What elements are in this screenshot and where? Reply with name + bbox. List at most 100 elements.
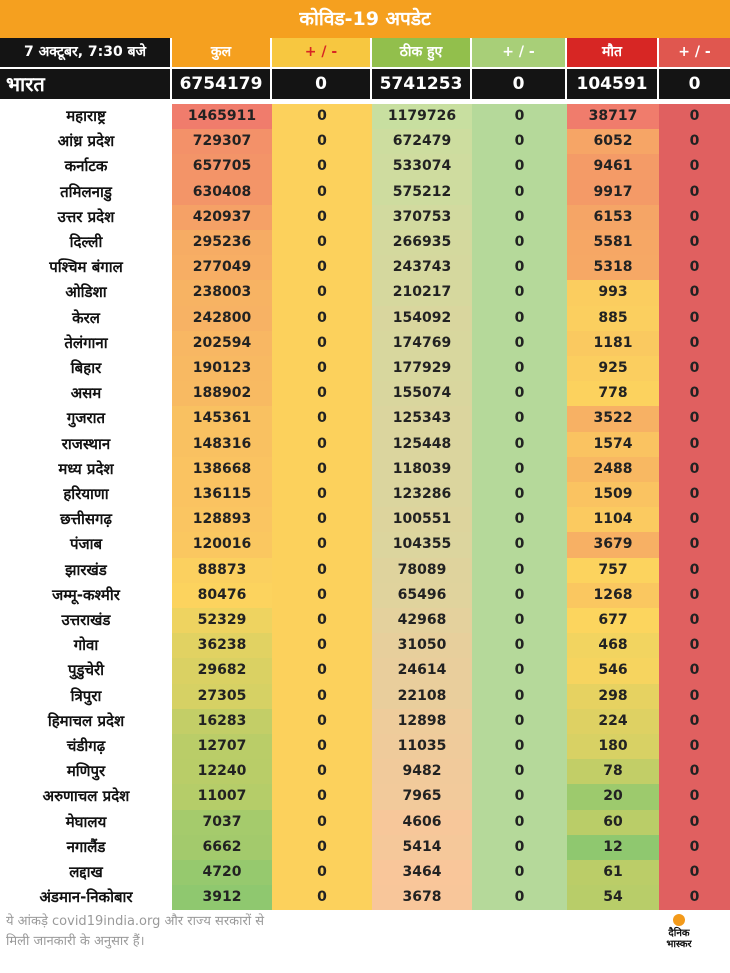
state-total: 29682 <box>172 658 272 684</box>
header-total: कुल <box>172 38 272 67</box>
state-change-total: 0 <box>272 557 372 583</box>
state-change-recovered: 0 <box>472 431 567 457</box>
header-recovered: ठीक हुए <box>372 38 472 67</box>
table-row: महाराष्ट्र 1465911 0 1179726 0 38717 0 <box>0 104 730 130</box>
state-name: लद्दाख <box>0 860 172 886</box>
state-total: 120016 <box>172 532 272 558</box>
state-deaths: 1268 <box>567 582 659 608</box>
state-recovered: 243743 <box>372 255 472 281</box>
state-change-deaths: 0 <box>659 708 730 734</box>
state-name: पंजाब <box>0 532 172 558</box>
table-row: पुडुचेरी 29682 0 24614 0 546 0 <box>0 658 730 684</box>
table-row: ओडिशा 238003 0 210217 0 993 0 <box>0 280 730 306</box>
state-name: मध्य प्रदेश <box>0 456 172 482</box>
state-deaths: 61 <box>567 860 659 886</box>
state-change-total: 0 <box>272 154 372 180</box>
state-name: छत्तीसगढ़ <box>0 507 172 533</box>
state-recovered: 12898 <box>372 708 472 734</box>
state-deaths: 757 <box>567 557 659 583</box>
state-change-recovered: 0 <box>472 356 567 382</box>
state-deaths: 5318 <box>567 255 659 281</box>
header-date: 7 अक्टूबर, 7:30 बजे <box>0 38 172 67</box>
state-deaths: 925 <box>567 356 659 382</box>
state-recovered: 31050 <box>372 633 472 659</box>
logo-line1: दैनिक <box>668 928 690 939</box>
state-name: अंडमान-निकोबार <box>0 885 172 911</box>
state-change-deaths: 0 <box>659 557 730 583</box>
state-change-deaths: 0 <box>659 204 730 230</box>
state-change-total: 0 <box>272 658 372 684</box>
state-recovered: 155074 <box>372 381 472 407</box>
state-change-recovered: 0 <box>472 129 567 155</box>
state-change-deaths: 0 <box>659 406 730 432</box>
state-recovered: 5414 <box>372 834 472 860</box>
header-change-total: + / - <box>272 38 372 67</box>
state-recovered: 3678 <box>372 885 472 911</box>
state-change-recovered: 0 <box>472 280 567 306</box>
state-change-total: 0 <box>272 784 372 810</box>
state-change-recovered: 0 <box>472 255 567 281</box>
state-recovered: 123286 <box>372 482 472 508</box>
state-total: 6662 <box>172 834 272 860</box>
state-recovered: 210217 <box>372 280 472 306</box>
state-name: मणिपुर <box>0 759 172 785</box>
state-deaths: 677 <box>567 608 659 634</box>
state-change-deaths: 0 <box>659 280 730 306</box>
state-recovered: 104355 <box>372 532 472 558</box>
state-total: 295236 <box>172 230 272 256</box>
state-change-total: 0 <box>272 507 372 533</box>
table-row: झारखंड 88873 0 78089 0 757 0 <box>0 557 730 583</box>
state-change-deaths: 0 <box>659 104 730 130</box>
state-deaths: 993 <box>567 280 659 306</box>
india-deaths: 104591 <box>567 69 659 99</box>
state-change-deaths: 0 <box>659 532 730 558</box>
table-row: हिमाचल प्रदेश 16283 0 12898 0 224 0 <box>0 708 730 734</box>
state-change-recovered: 0 <box>472 608 567 634</box>
india-total: 6754179 <box>172 69 272 99</box>
state-change-deaths: 0 <box>659 482 730 508</box>
state-deaths: 546 <box>567 658 659 684</box>
state-change-recovered: 0 <box>472 784 567 810</box>
state-deaths: 12 <box>567 834 659 860</box>
state-deaths: 54 <box>567 885 659 911</box>
state-name: त्रिपुरा <box>0 683 172 709</box>
state-recovered: 1179726 <box>372 104 472 130</box>
state-recovered: 9482 <box>372 759 472 785</box>
state-recovered: 4606 <box>372 809 472 835</box>
state-total: 12707 <box>172 734 272 760</box>
table-row: अंडमान-निकोबार 3912 0 3678 0 54 0 <box>0 885 730 911</box>
state-change-deaths: 0 <box>659 683 730 709</box>
state-change-total: 0 <box>272 406 372 432</box>
state-change-recovered: 0 <box>472 154 567 180</box>
table-row: मेघालय 7037 0 4606 0 60 0 <box>0 809 730 835</box>
state-change-recovered: 0 <box>472 406 567 432</box>
table-row: मणिपुर 12240 0 9482 0 78 0 <box>0 759 730 785</box>
state-change-total: 0 <box>272 834 372 860</box>
sun-icon <box>673 914 685 926</box>
state-recovered: 370753 <box>372 204 472 230</box>
state-name: तेलंगाना <box>0 330 172 356</box>
table-row: उत्तराखंड 52329 0 42968 0 677 0 <box>0 608 730 634</box>
header-deaths: मौत <box>567 38 659 67</box>
state-change-deaths: 0 <box>659 456 730 482</box>
india-recovered: 5741253 <box>372 69 472 99</box>
state-change-total: 0 <box>272 305 372 331</box>
state-total: 136115 <box>172 482 272 508</box>
state-change-recovered: 0 <box>472 179 567 205</box>
state-total: 52329 <box>172 608 272 634</box>
india-row: भारत 6754179 0 5741253 0 104591 0 <box>0 69 730 99</box>
state-deaths: 3679 <box>567 532 659 558</box>
state-total: 138668 <box>172 456 272 482</box>
state-change-total: 0 <box>272 734 372 760</box>
state-name: ओडिशा <box>0 280 172 306</box>
state-name: राजस्थान <box>0 431 172 457</box>
table-row: जम्मू-कश्मीर 80476 0 65496 0 1268 0 <box>0 582 730 608</box>
state-change-recovered: 0 <box>472 557 567 583</box>
state-total: 630408 <box>172 179 272 205</box>
state-name: केरल <box>0 305 172 331</box>
source-note-line1: ये आंकड़े covid19india.org और राज्य सरका… <box>6 914 265 929</box>
state-change-deaths: 0 <box>659 230 730 256</box>
state-recovered: 65496 <box>372 582 472 608</box>
table-row: तमिलनाडु 630408 0 575212 0 9917 0 <box>0 179 730 205</box>
table-row: उत्तर प्रदेश 420937 0 370753 0 6153 0 <box>0 204 730 230</box>
